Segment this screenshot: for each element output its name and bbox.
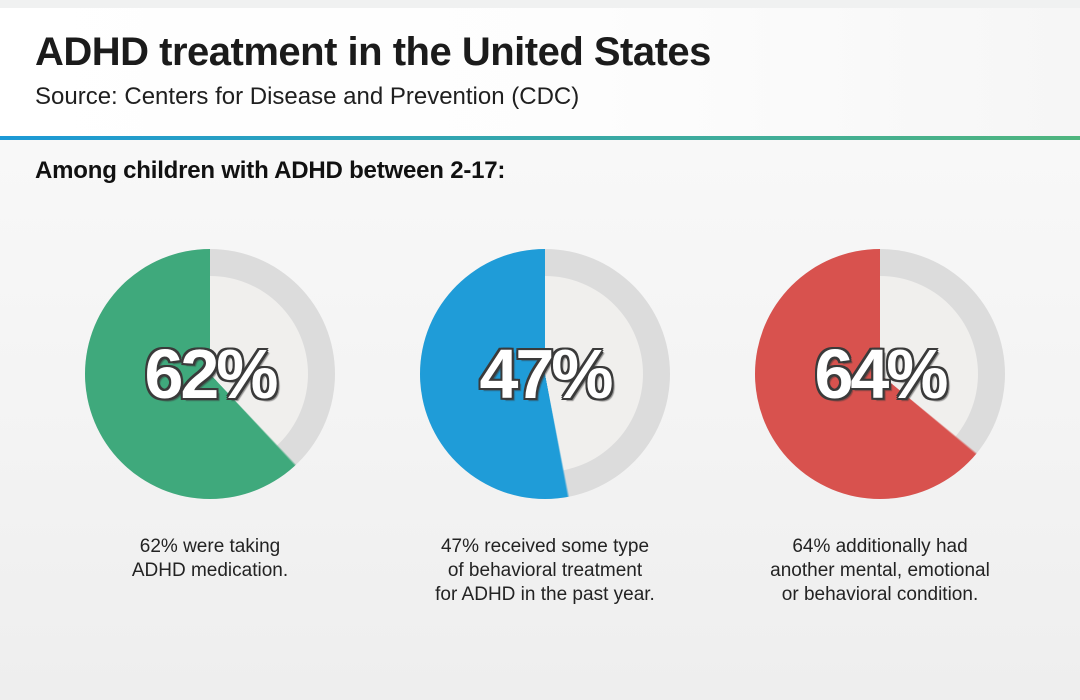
header: ADHD treatment in the United States Sour… <box>0 8 1080 136</box>
chart-caption: 47% received some type of behavioral tre… <box>435 536 655 606</box>
charts-row: 62% 62% were taking ADHD medication. 47%… <box>0 249 1080 607</box>
pie-chart-other-condition: 64% <box>755 249 1005 499</box>
chart-column-other-condition: 64% 64% additionally had another mental,… <box>735 249 1025 607</box>
section-heading: Among children with ADHD between 2-17: <box>35 157 506 184</box>
chart-column-medication: 62% 62% were taking ADHD medication. <box>65 249 355 607</box>
pie-chart-medication: 62% <box>85 249 335 499</box>
top-margin-strip <box>0 0 1080 8</box>
chart-column-behavioral-treatment: 47% 47% received some type of behavioral… <box>400 249 690 607</box>
pie-chart-behavioral-treatment: 47% <box>420 249 670 499</box>
pie-wedge <box>85 249 335 499</box>
page-title: ADHD treatment in the United States <box>35 30 711 74</box>
percent-label: 47% <box>479 335 613 413</box>
chart-caption: 62% were taking ADHD medication. <box>131 536 289 582</box>
pie-wedge <box>420 249 670 499</box>
percent-label: 64% <box>814 335 948 413</box>
source-attribution: Source: Centers for Disease and Preventi… <box>35 83 580 110</box>
pie-wedge <box>755 249 1005 499</box>
percent-label: 62% <box>144 335 278 413</box>
chart-caption: 64% additionally had another mental, emo… <box>770 536 990 606</box>
divider-gradient-rule <box>0 136 1080 140</box>
chart-area: Among children with ADHD between 2-17: 6… <box>0 140 1080 700</box>
